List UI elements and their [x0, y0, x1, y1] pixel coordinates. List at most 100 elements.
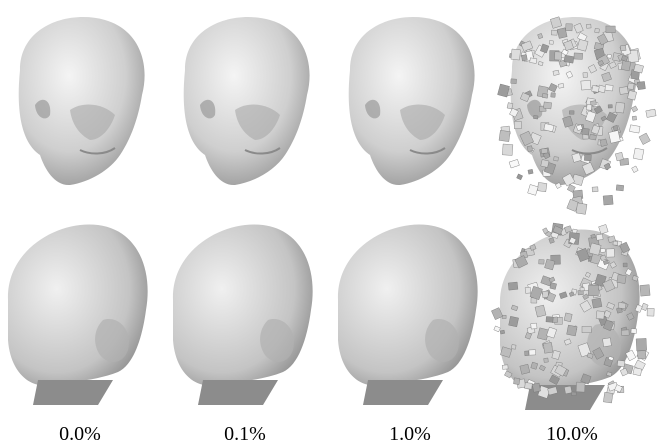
noise-cube: [530, 58, 537, 64]
noise-cube: [525, 287, 531, 293]
noise-cube: [574, 53, 583, 60]
noise-cube: [586, 104, 591, 110]
noise-cube: [546, 317, 553, 323]
noise-cube: [615, 152, 623, 161]
noise-cube: [631, 329, 637, 334]
noise-cube: [513, 378, 519, 385]
noise-cube: [564, 313, 572, 322]
noise-cube: [531, 323, 537, 329]
noise-cube: [541, 160, 549, 168]
noise-cube: [637, 81, 645, 89]
noise-cube: [564, 55, 574, 63]
noise-cube: [631, 106, 637, 112]
noise-cube: [514, 122, 521, 129]
noise-cube: [549, 41, 553, 45]
noise-cube: [543, 102, 551, 109]
noise-cube: [621, 60, 631, 70]
column-label: 10.0%: [546, 423, 598, 445]
noise-cube: [542, 94, 548, 99]
noise-cube: [583, 72, 588, 77]
noise-cube: [525, 383, 533, 390]
noise-cube: [603, 338, 612, 347]
column-label: 1.0%: [389, 423, 431, 445]
noise-cube: [606, 26, 615, 33]
noise-cube: [615, 102, 625, 113]
noise-cube: [636, 338, 647, 351]
noise-cube: [606, 249, 614, 257]
noise-cube: [637, 350, 646, 359]
noise-cube: [616, 185, 624, 191]
noise-cube: [632, 116, 636, 120]
noise-cube: [596, 311, 604, 319]
noise-cube: [592, 187, 598, 192]
noise-cube: [600, 248, 605, 252]
noise-cube: [600, 139, 608, 147]
noise-cube: [633, 148, 644, 160]
noise-cube: [596, 234, 603, 240]
noise-cube: [629, 125, 640, 133]
noise-cube: [576, 382, 585, 392]
noise-cube: [502, 365, 508, 370]
noise-cube: [527, 146, 533, 152]
noise-cube: [494, 326, 501, 332]
noise-cube: [569, 111, 574, 115]
column-label: 0.0%: [59, 423, 101, 445]
noise-cube: [584, 154, 591, 161]
noise-cube: [586, 24, 591, 28]
noise-cube: [627, 83, 634, 90]
noise-cube: [533, 115, 538, 119]
noise-cube: [619, 87, 628, 95]
noise-cube: [553, 70, 559, 75]
noise-cube: [520, 364, 530, 374]
noise-cube: [566, 24, 573, 31]
noise-cube: [617, 275, 626, 284]
noise-cube: [528, 185, 539, 196]
noise-cube: [537, 182, 547, 191]
noise-cube: [551, 30, 557, 35]
noise-cube: [595, 28, 600, 33]
noise-cube: [532, 383, 540, 392]
noise-cube: [608, 105, 612, 109]
noise-cube: [509, 316, 519, 327]
noise-cube: [507, 103, 513, 109]
noise-cube: [620, 45, 626, 51]
noise-cube: [580, 288, 584, 291]
noise-cube: [589, 134, 596, 140]
head-render: [184, 17, 310, 185]
noise-cube: [603, 392, 613, 403]
noise-cube: [617, 360, 625, 367]
head-render: [338, 224, 478, 405]
noise-cube: [554, 52, 561, 60]
noise-cube: [511, 49, 521, 60]
noise-cube: [528, 169, 533, 174]
noise-cube: [632, 166, 639, 173]
noise-cube: [541, 148, 548, 153]
noise-cube: [582, 326, 591, 332]
head-render: [349, 17, 475, 185]
noise-cube: [646, 109, 656, 117]
noise-cube: [544, 358, 549, 362]
column-label: 0.1%: [224, 423, 266, 445]
noise-cube: [558, 83, 564, 88]
noise-cube: [508, 282, 518, 290]
noise-cube: [543, 343, 552, 354]
noise-cube: [639, 133, 650, 145]
noise-cube: [511, 79, 517, 84]
noise-cube: [647, 308, 654, 316]
noise-cube: [567, 325, 578, 336]
noise-cube: [550, 283, 557, 290]
noise-cube: [551, 93, 556, 98]
page: 0.0% 0.1% 1.0% 10.0% (() => { const data…: [0, 0, 667, 447]
noise-cube: [517, 174, 523, 180]
noise-cube: [499, 130, 510, 141]
noise-cube: [623, 263, 627, 267]
noise-cube: [500, 330, 505, 334]
noise-cube: [640, 285, 650, 296]
noise-cube: [511, 345, 516, 350]
noise-cube: [592, 298, 602, 308]
noise-cube: [581, 80, 591, 90]
figure: 0.0% 0.1% 1.0% 10.0%: [0, 0, 667, 447]
noise-cube: [592, 85, 600, 92]
noise-cube: [522, 55, 528, 61]
head-render: [19, 17, 145, 185]
